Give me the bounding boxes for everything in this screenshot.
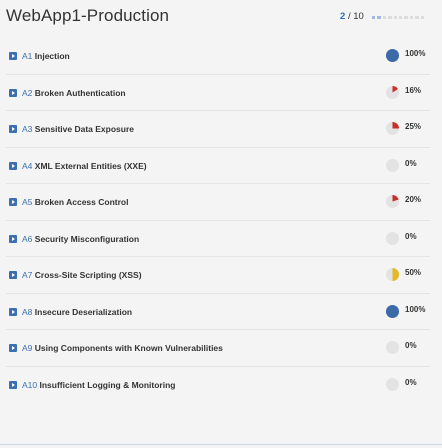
category-row[interactable]: A3 Sensitive Data Exposure 25%	[6, 111, 430, 148]
percent-value: 0%	[405, 231, 417, 241]
expand-icon[interactable]	[9, 52, 17, 60]
category-label[interactable]: A6 Security Misconfiguration	[22, 234, 139, 244]
progress-pie-icon	[386, 158, 399, 172]
pager-segment[interactable]	[372, 16, 376, 19]
progress-pie-icon	[386, 85, 399, 99]
pie-slice	[386, 304, 399, 318]
percent-value: 0%	[405, 377, 417, 387]
pie-background	[386, 158, 399, 172]
category-row[interactable]: A7 Cross-Site Scripting (XSS) 50%	[6, 257, 430, 294]
category-label[interactable]: A10 Insufficient Logging & Monitoring	[22, 380, 175, 390]
progress-pie-icon	[386, 122, 399, 135]
pager-segment[interactable]	[388, 16, 392, 19]
expand-icon[interactable]	[9, 271, 17, 279]
percent-value: 0%	[405, 341, 417, 350]
category-name: Using Components with Known Vulnerabilit…	[34, 343, 223, 353]
page-title: WebApp1-Production	[6, 6, 170, 25]
category-name: Insufficient Logging & Monitoring	[39, 379, 176, 390]
pie-slice	[392, 85, 398, 92]
progress-pie-icon	[386, 195, 399, 208]
category-code: A4	[22, 160, 33, 171]
pager-segment[interactable]	[420, 16, 425, 19]
category-row[interactable]: A4 XML External Entities (XXE) 0%	[6, 148, 430, 184]
category-label[interactable]: A7 Cross-Site Scripting (XSS)	[22, 270, 142, 280]
pie-slice	[392, 122, 399, 129]
pagination-indicator: 2 / 10	[340, 11, 364, 22]
category-row[interactable]: A2 Broken Authentication 16%	[6, 75, 430, 111]
progress-pie-icon	[386, 377, 399, 391]
pager-segment[interactable]	[377, 16, 381, 19]
percent-value: 0%	[405, 158, 417, 168]
category-list: A1 Injection 100% A2 Broken Authentication…	[0, 38, 442, 402]
category-name: Broken Authentication	[34, 87, 126, 98]
category-name: Security Misconfiguration	[34, 233, 140, 244]
category-name: Insecure Deserialization	[34, 306, 133, 317]
pager-segment[interactable]	[382, 16, 387, 19]
page-total-label: / 10	[347, 11, 364, 22]
category-name: Broken Access Control	[34, 197, 129, 207]
pie-slice	[392, 195, 399, 202]
category-label[interactable]: A4 XML External Entities (XXE)	[22, 161, 147, 171]
category-row[interactable]: A9 Using Components with Known Vulnerabi…	[6, 330, 430, 367]
category-label[interactable]: A5 Broken Access Control	[22, 197, 128, 207]
pager-segment[interactable]	[399, 16, 403, 19]
category-name: Injection	[34, 51, 70, 61]
category-row[interactable]: A1 Injection 100%	[6, 38, 430, 75]
pager-segment[interactable]	[415, 16, 419, 19]
percent-value: 50%	[405, 268, 422, 277]
category-label[interactable]: A9 Using Components with Known Vulnerabi…	[22, 343, 223, 353]
expand-icon[interactable]	[9, 234, 17, 243]
category-name: XML External Entities (XXE)	[34, 160, 147, 171]
category-row[interactable]: A8 Insecure Deserialization 100%	[6, 294, 430, 330]
category-code: A1	[22, 51, 33, 61]
category-code: A2	[22, 87, 33, 98]
category-row[interactable]: A10 Insufficient Logging & Monitoring 0%	[6, 367, 430, 403]
pie-slice	[386, 49, 399, 62]
category-code: A9	[22, 343, 33, 353]
current-page: 2	[340, 11, 346, 22]
category-label[interactable]: A8 Insecure Deserialization	[22, 307, 132, 317]
pagination-progress[interactable]	[372, 16, 425, 19]
expand-icon[interactable]	[9, 125, 17, 133]
category-label[interactable]: A3 Sensitive Data Exposure	[22, 124, 134, 134]
percent-value: 16%	[405, 85, 422, 95]
percent-value: 20%	[405, 195, 422, 204]
category-row[interactable]: A6 Security Misconfiguration 0%	[6, 221, 430, 257]
progress-pie-icon	[386, 49, 399, 62]
category-code: A3	[22, 124, 33, 134]
category-code: A8	[22, 306, 33, 317]
pager-segment[interactable]	[393, 16, 398, 19]
category-label[interactable]: A2 Broken Authentication	[22, 88, 126, 98]
expand-icon[interactable]	[9, 198, 17, 206]
expand-icon[interactable]	[9, 307, 17, 316]
progress-pie-icon	[386, 341, 399, 354]
percent-value: 100%	[405, 49, 426, 58]
expand-icon[interactable]	[9, 344, 17, 352]
pager-segment[interactable]	[409, 16, 414, 19]
category-code: A6	[22, 233, 33, 244]
footer-divider	[0, 444, 442, 445]
progress-pie-icon	[386, 231, 399, 245]
category-name: Sensitive Data Exposure	[34, 124, 134, 134]
header: WebApp1-Production 2 / 10	[0, 0, 442, 36]
category-row[interactable]: A5 Broken Access Control 20%	[6, 184, 430, 221]
category-code: A10	[22, 379, 38, 390]
expand-icon[interactable]	[9, 161, 17, 170]
percent-value: 100%	[405, 304, 426, 314]
pager-segment[interactable]	[404, 16, 408, 19]
pie-background	[386, 377, 399, 391]
pie-background	[386, 231, 399, 245]
percent-value: 25%	[405, 122, 422, 131]
progress-pie-icon	[386, 268, 399, 281]
expand-icon[interactable]	[9, 88, 17, 97]
category-code: A5	[22, 197, 33, 207]
pie-background	[386, 341, 399, 354]
category-code: A7	[22, 270, 33, 280]
category-name: Cross-Site Scripting (XSS)	[34, 270, 142, 280]
pie-slice	[392, 268, 399, 281]
expand-icon[interactable]	[9, 380, 17, 389]
progress-pie-icon	[386, 304, 399, 318]
category-label[interactable]: A1 Injection	[22, 51, 70, 61]
